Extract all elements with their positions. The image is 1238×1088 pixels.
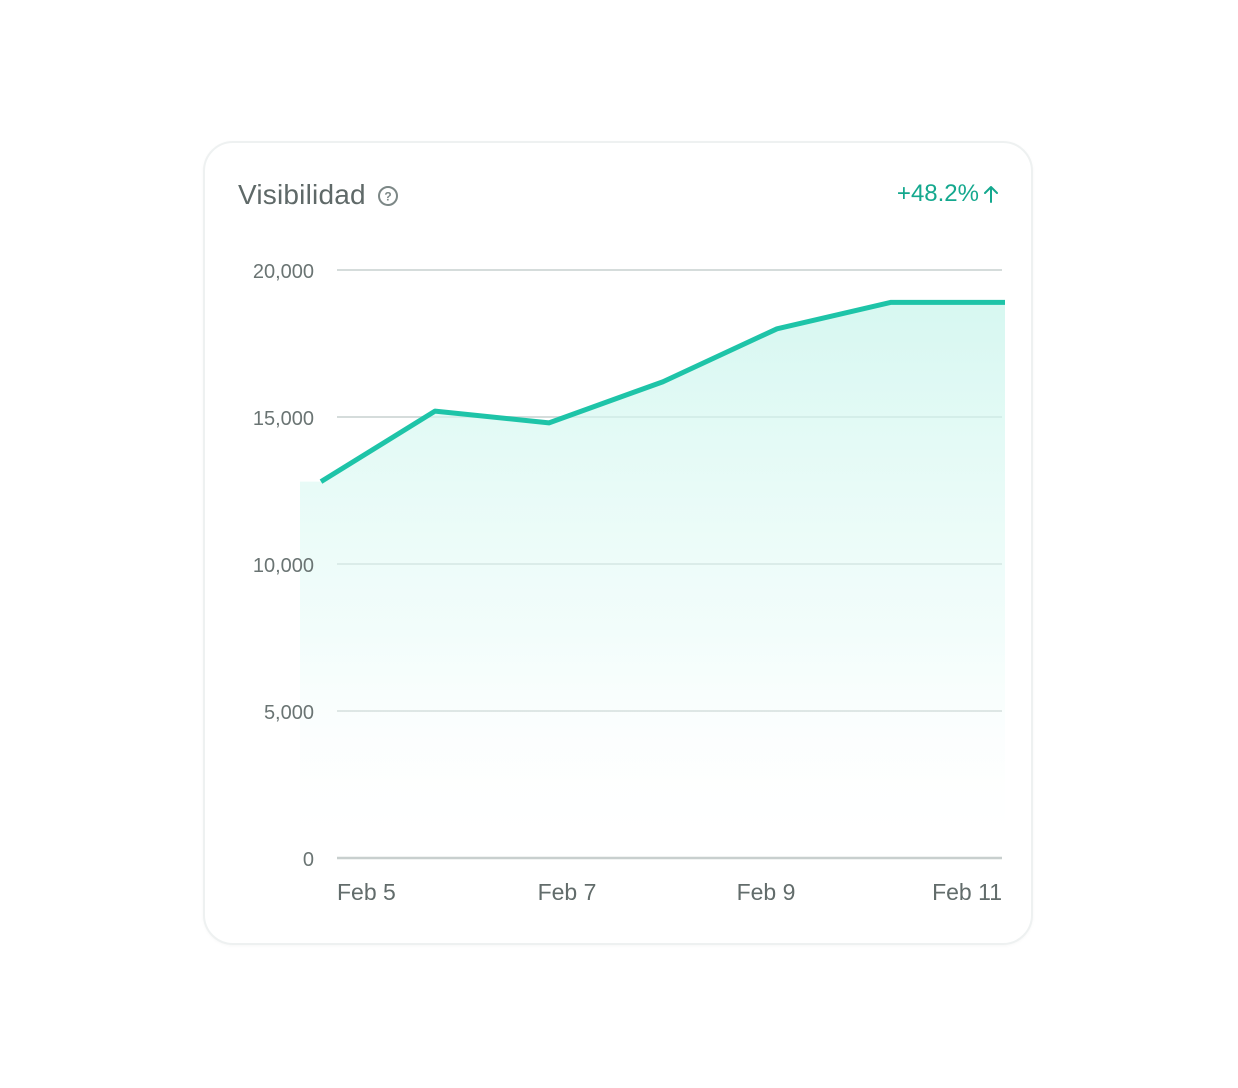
change-value: +48.2% bbox=[896, 180, 979, 207]
x-tick-label: Feb 7 bbox=[538, 879, 597, 905]
x-tick-label: Feb 5 bbox=[337, 879, 396, 905]
arrow-up-icon bbox=[984, 186, 998, 203]
y-tick-label: 20,000 bbox=[253, 261, 314, 283]
y-tick-label: 5,000 bbox=[264, 702, 314, 724]
x-tick-label: Feb 9 bbox=[737, 879, 796, 905]
series-area bbox=[300, 302, 1005, 859]
series-line bbox=[319, 299, 1005, 484]
question-circle-icon[interactable]: ? bbox=[377, 185, 399, 207]
y-tick-label: 10,000 bbox=[253, 555, 314, 577]
svg-text:?: ? bbox=[384, 190, 391, 204]
card-title: Visibilidad bbox=[238, 179, 366, 210]
change-indicator: +48.2% bbox=[897, 180, 999, 208]
y-tick-label: 0 bbox=[303, 849, 314, 871]
y-tick-label: 15,000 bbox=[253, 408, 314, 430]
x-tick-label: Feb 11 bbox=[932, 879, 1002, 905]
